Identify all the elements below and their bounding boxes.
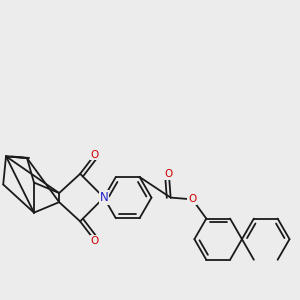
Text: O: O (165, 169, 173, 179)
Text: O: O (91, 236, 99, 246)
Text: O: O (91, 150, 99, 160)
Text: O: O (188, 194, 196, 204)
Text: N: N (100, 191, 108, 204)
